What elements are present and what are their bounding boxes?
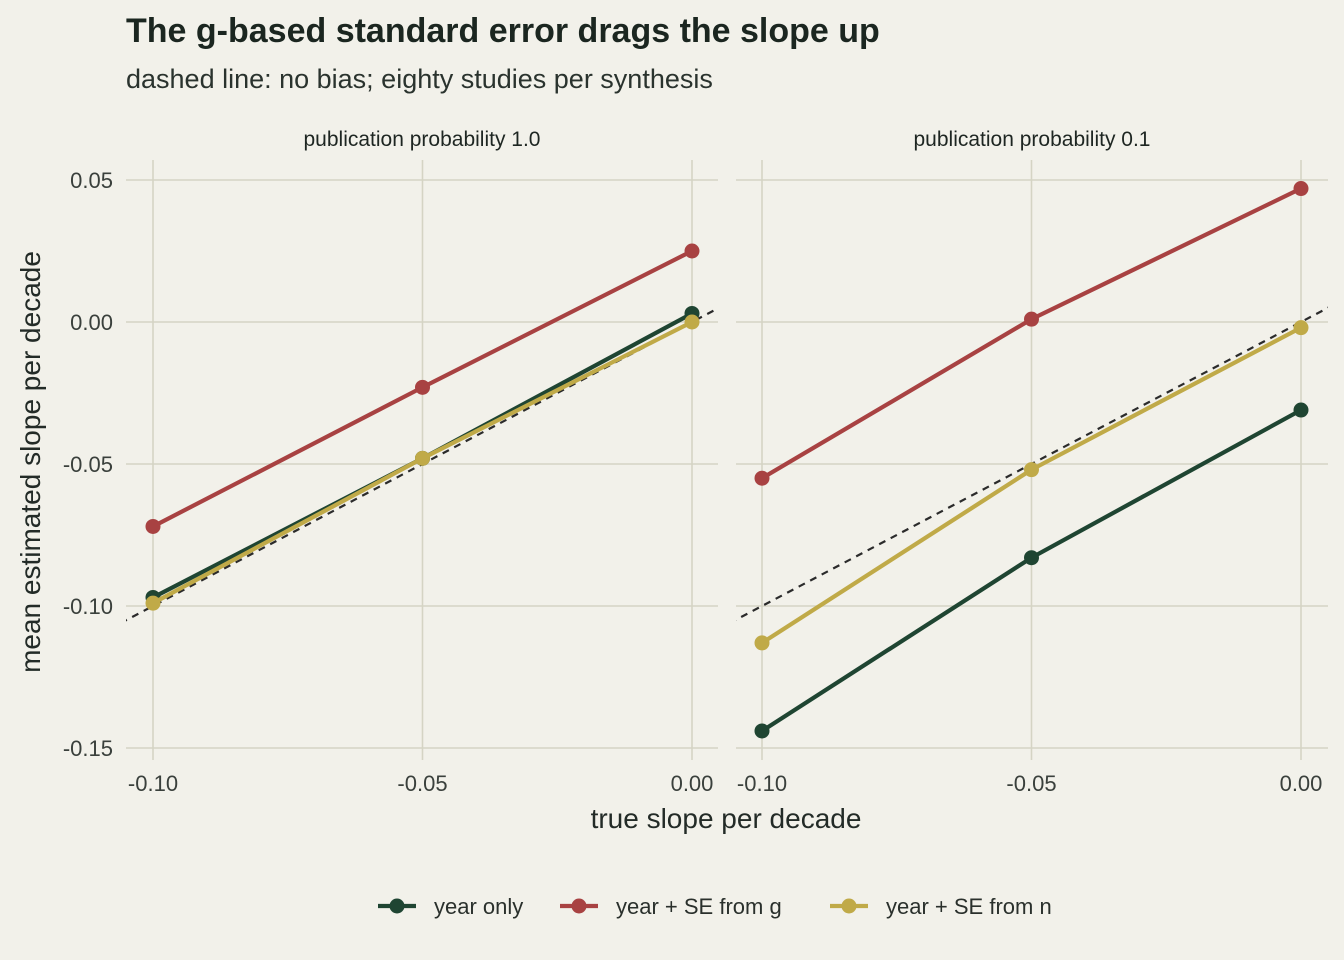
data-point	[1293, 320, 1309, 336]
legend-label: year + SE from g	[616, 894, 782, 919]
data-point	[684, 243, 700, 259]
x-tick-label: -0.05	[397, 771, 447, 796]
data-point	[1024, 550, 1039, 566]
data-point	[754, 470, 770, 486]
facet-label: publication probability 1.0	[304, 128, 541, 151]
data-point	[415, 450, 430, 466]
legend-swatch-point	[841, 898, 857, 914]
x-tick-label: 0.00	[671, 771, 714, 796]
y-tick-label: 0.00	[70, 310, 113, 335]
panels-layer: publication probability 1.0 -0.10 -0.05 0.0…	[126, 128, 1328, 796]
y-axis-title: mean estimated slope per decade	[15, 251, 46, 673]
x-axis-title: true slope per decade	[591, 803, 862, 834]
legend-label: year only	[434, 894, 523, 919]
legend-item: year + SE from g	[560, 894, 782, 919]
legend-item: year + SE from n	[830, 894, 1052, 919]
y-tick-label: 0.05	[70, 168, 113, 193]
facet-label: publication probability 0.1	[914, 128, 1151, 151]
data-point	[754, 723, 770, 739]
data-point	[1024, 462, 1039, 478]
y-tick-label: -0.05	[63, 452, 113, 477]
y-axis-ticks: 0.05 0.00 -0.05 -0.10 -0.15	[63, 168, 113, 761]
x-tick-label: 0.00	[1280, 771, 1323, 796]
x-tick-label: -0.05	[1006, 771, 1056, 796]
y-tick-label: -0.10	[63, 594, 113, 619]
y-tick-label: -0.15	[63, 736, 113, 761]
legend-swatch-point	[389, 898, 405, 914]
data-point	[1293, 402, 1309, 418]
facet-panel: publication probability 0.1 -0.10 -0.05 0.0…	[736, 128, 1328, 796]
legend-label: year + SE from n	[886, 894, 1052, 919]
data-point	[1024, 311, 1039, 327]
data-point	[145, 595, 161, 611]
legend: year only year + SE from g year + SE from …	[378, 894, 1052, 919]
data-point	[145, 518, 161, 534]
chart-title: The g-based standard error drags the slo…	[126, 12, 880, 50]
x-tick-label: -0.10	[737, 771, 787, 796]
facet-panel: publication probability 1.0 -0.10 -0.05 0.0…	[126, 128, 718, 796]
chart-subtitle: dashed line: no bias; eighty studies per…	[126, 64, 713, 94]
data-point	[684, 314, 700, 330]
data-point	[415, 379, 430, 395]
data-point	[754, 635, 770, 651]
legend-item: year only	[378, 894, 523, 919]
x-tick-label: -0.10	[128, 771, 178, 796]
data-point	[1293, 181, 1309, 197]
legend-swatch-point	[571, 898, 587, 914]
